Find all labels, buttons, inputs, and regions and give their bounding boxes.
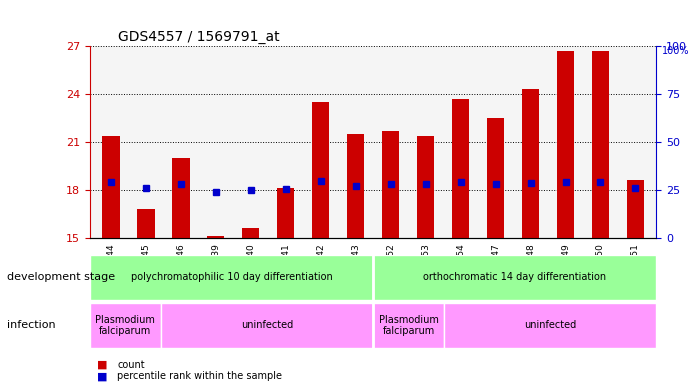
Text: percentile rank within the sample: percentile rank within the sample xyxy=(117,371,283,381)
Text: polychromatophilic 10 day differentiation: polychromatophilic 10 day differentiatio… xyxy=(131,272,332,283)
Bar xyxy=(312,102,330,238)
Text: infection: infection xyxy=(7,320,55,331)
Text: ■: ■ xyxy=(97,360,107,370)
Text: ■: ■ xyxy=(97,371,107,381)
Text: Plasmodium
falciparum: Plasmodium falciparum xyxy=(379,314,439,336)
Bar xyxy=(137,209,155,238)
FancyBboxPatch shape xyxy=(160,303,373,348)
FancyBboxPatch shape xyxy=(90,255,373,300)
Bar xyxy=(242,228,259,238)
Text: uninfected: uninfected xyxy=(524,320,576,331)
Text: GDS4557 / 1569791_at: GDS4557 / 1569791_at xyxy=(118,30,280,44)
FancyBboxPatch shape xyxy=(90,303,160,348)
FancyBboxPatch shape xyxy=(373,255,656,300)
Bar xyxy=(382,131,399,238)
Bar xyxy=(207,237,225,238)
Text: orthochromatic 14 day differentiation: orthochromatic 14 day differentiation xyxy=(423,272,607,283)
Bar xyxy=(591,51,609,238)
FancyBboxPatch shape xyxy=(444,303,656,348)
Text: Plasmodium
falciparum: Plasmodium falciparum xyxy=(95,314,155,336)
Bar xyxy=(557,51,574,238)
Bar xyxy=(102,136,120,238)
Bar xyxy=(487,118,504,238)
Bar xyxy=(277,189,294,238)
FancyBboxPatch shape xyxy=(373,303,444,348)
Bar xyxy=(452,99,469,238)
Bar xyxy=(172,158,189,238)
Text: uninfected: uninfected xyxy=(240,320,293,331)
Text: count: count xyxy=(117,360,145,370)
Bar xyxy=(522,89,539,238)
Bar xyxy=(627,180,644,238)
Bar xyxy=(347,134,364,238)
Bar xyxy=(417,136,435,238)
Text: development stage: development stage xyxy=(7,272,115,283)
Text: 100%: 100% xyxy=(662,46,690,56)
